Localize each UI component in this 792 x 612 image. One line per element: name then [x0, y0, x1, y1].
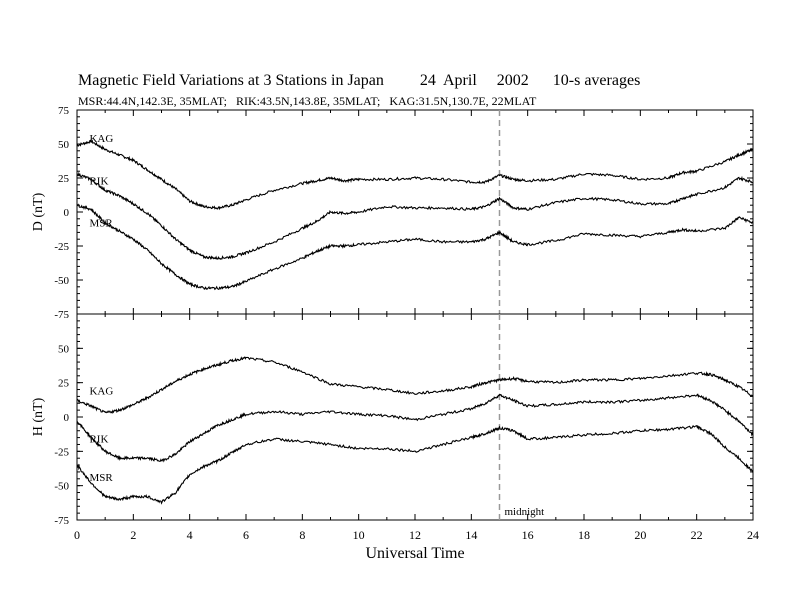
series-line-msr-top [76, 203, 754, 291]
series-label-kag: KAG [89, 133, 113, 145]
y-tick-label: 50 [58, 139, 70, 151]
x-tick-label: 14 [465, 528, 477, 542]
y-tick-label: -75 [54, 309, 69, 321]
y-tick-label: -50 [54, 275, 69, 287]
series-line-kag-top [76, 139, 754, 211]
series-label-rik: RIK [89, 434, 108, 446]
series-label-msr: MSR [89, 218, 113, 230]
y-tick-label: 25 [58, 378, 70, 390]
series-line-kag-bottom [76, 356, 754, 414]
x-tick-label: 12 [409, 528, 421, 542]
y-tick-label: -75 [54, 515, 69, 527]
series-label-kag: KAG [89, 386, 113, 398]
station-info-subtitle: MSR:44.4N,142.3E, 35MLAT; RIK:43.5N,143.… [78, 94, 537, 108]
y-tick-label: -50 [54, 481, 69, 493]
series-line-msr-bottom [76, 424, 754, 505]
chart-title: Magnetic Field Variations at 3 Stations … [78, 72, 641, 89]
series-label-msr: MSR [89, 472, 113, 484]
x-axis-label: Universal Time [365, 545, 464, 562]
series-label-rik: RIK [89, 175, 108, 187]
y-tick-label: 25 [58, 173, 70, 185]
x-tick-label: 4 [187, 528, 193, 542]
series-line-rik-top [76, 171, 754, 261]
y-tick-label: 0 [64, 207, 70, 219]
x-tick-label: 6 [243, 528, 249, 542]
y-axis-label: H (nT) [31, 397, 46, 436]
x-tick-label: 18 [578, 528, 590, 542]
y-tick-label: -25 [54, 446, 69, 458]
x-tick-label: 22 [691, 528, 703, 542]
series-line-rik-bottom [76, 393, 754, 463]
x-tick-label: 20 [634, 528, 646, 542]
midnight-annotation: midnight [505, 506, 545, 518]
x-tick-label: 16 [522, 528, 534, 542]
x-tick-label: 10 [353, 528, 365, 542]
y-tick-label: 50 [58, 343, 70, 355]
y-tick-label: 0 [64, 412, 70, 424]
x-tick-label: 8 [299, 528, 305, 542]
x-tick-label: 2 [130, 528, 136, 542]
panel-frame-top [76, 109, 754, 315]
y-tick-label: 75 [58, 105, 70, 117]
x-tick-label: 24 [747, 528, 759, 542]
x-tick-label: 0 [74, 528, 80, 542]
y-axis-label: D (nT) [31, 192, 46, 231]
y-tick-label: -25 [54, 241, 69, 253]
